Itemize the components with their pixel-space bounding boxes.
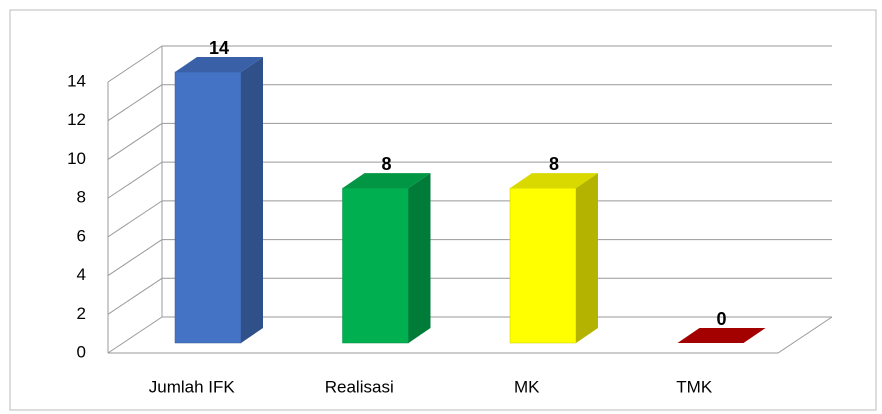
y-tick-label: 10 [67,149,86,168]
grid-line [107,200,163,238]
floor [108,316,833,354]
value-label: 8 [549,154,559,174]
y-tick-label: 6 [77,226,86,245]
y-tick-label: 14 [67,71,86,90]
bar [342,173,431,344]
bar [174,57,263,344]
grid-line [107,316,163,354]
bar-front [174,71,242,344]
value-label: 8 [381,154,391,174]
bar-top [175,57,263,72]
bar-front [342,187,409,344]
y-tick-label: 12 [67,110,86,129]
bar [677,328,766,343]
grid-line [107,239,163,276]
grid-line [107,123,163,160]
x-tick-label: MK [514,377,540,396]
y-tick-label: 2 [77,304,86,323]
value-label: 14 [209,38,229,58]
x-tick-label: TMK [676,377,713,396]
bar-side [576,173,598,343]
bar-front [509,187,577,344]
x-tick-label: Realisasi [325,377,394,396]
y-tick-label: 8 [77,188,86,207]
y-tick-label: 0 [77,342,86,361]
x-tick-label: Jumlah IFK [149,377,236,396]
y-tick-label: 4 [77,265,86,284]
bar-top [677,328,766,343]
bar [509,173,598,344]
value-label: 0 [716,309,726,329]
chart-frame [9,9,877,411]
grid-line [107,45,163,83]
grid-line [107,161,163,199]
bar-side [408,173,431,343]
bar-top [510,173,598,189]
bar-top [342,173,431,189]
bar-side [241,57,263,343]
grid-line [107,277,163,315]
grid-line [107,84,163,122]
